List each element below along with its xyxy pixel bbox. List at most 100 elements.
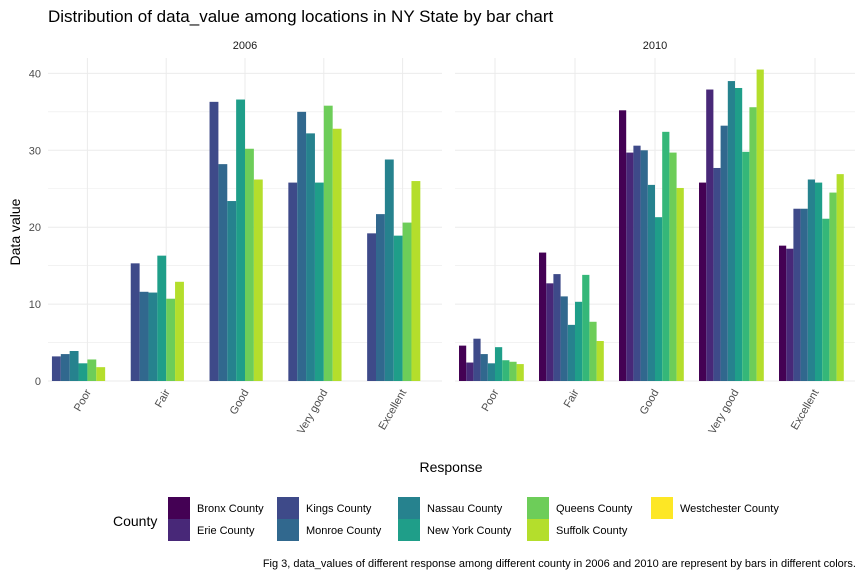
bar xyxy=(139,291,149,381)
panel-label: 2006 xyxy=(233,40,257,52)
bar xyxy=(720,125,728,382)
bar xyxy=(815,182,823,381)
bar xyxy=(148,292,158,381)
bar xyxy=(786,248,794,381)
bar xyxy=(402,222,412,381)
legend-key xyxy=(651,497,673,519)
bar xyxy=(800,208,808,381)
legend-label: Kings County xyxy=(306,503,372,515)
bar xyxy=(662,131,670,381)
bar xyxy=(384,159,394,381)
x-tick-label: Excellent xyxy=(789,388,822,433)
bar xyxy=(218,164,228,381)
x-tick-label: Good xyxy=(638,388,662,417)
bar xyxy=(306,133,315,381)
bar xyxy=(822,218,830,381)
bar xyxy=(69,351,79,381)
bar xyxy=(553,274,561,381)
bar xyxy=(647,184,655,381)
bar xyxy=(655,217,663,381)
bar xyxy=(640,150,648,381)
bar xyxy=(836,174,844,381)
bar xyxy=(323,105,333,382)
x-tick-label: Very good xyxy=(706,388,741,437)
bar xyxy=(332,128,342,381)
x-tick-label: Poor xyxy=(480,387,502,413)
legend-key xyxy=(398,497,420,519)
legend-label: New York County xyxy=(427,525,512,537)
bar xyxy=(626,152,634,381)
bar xyxy=(756,69,764,381)
bar xyxy=(473,338,481,381)
bar xyxy=(51,356,61,381)
bar xyxy=(619,110,627,382)
bar xyxy=(539,252,547,381)
legend-key xyxy=(277,497,299,519)
legend-key xyxy=(398,519,420,541)
bar xyxy=(589,321,597,381)
legend-key xyxy=(277,519,299,541)
bar xyxy=(288,182,298,381)
bar xyxy=(78,363,88,381)
bar xyxy=(87,359,97,381)
y-axis-title: Data value xyxy=(7,198,23,265)
legend-label: Queens County xyxy=(556,503,633,515)
bar xyxy=(516,364,524,381)
bar xyxy=(480,354,488,381)
bar xyxy=(376,214,385,381)
bar xyxy=(699,182,707,381)
bar xyxy=(727,81,735,381)
panel-label: 2010 xyxy=(643,40,667,52)
bar xyxy=(60,354,70,381)
y-tick-label: 10 xyxy=(29,299,41,311)
bar xyxy=(96,367,106,381)
legend-label: Westchester County xyxy=(680,503,779,515)
bar xyxy=(297,111,307,381)
bar xyxy=(487,363,495,381)
x-tick-label: Very good xyxy=(295,388,330,437)
legend-key xyxy=(527,497,549,519)
bar xyxy=(735,87,743,382)
bar xyxy=(393,235,403,381)
caption: Fig 3, data_values of different response… xyxy=(263,558,856,570)
legend-label: Nassau County xyxy=(427,503,503,515)
y-tick-label: 30 xyxy=(29,145,41,157)
bar xyxy=(706,89,714,381)
bar xyxy=(596,341,604,381)
bar xyxy=(807,179,815,381)
bar xyxy=(157,255,167,381)
y-tick-label: 0 xyxy=(35,376,41,388)
bar xyxy=(676,187,684,381)
bar xyxy=(367,233,377,381)
bar xyxy=(495,347,503,381)
bar xyxy=(209,101,219,381)
x-axis-title: Response xyxy=(419,459,482,475)
bar xyxy=(567,324,575,381)
bar xyxy=(411,181,421,381)
legend-key xyxy=(168,519,190,541)
bar xyxy=(466,362,474,381)
bar xyxy=(749,107,757,381)
bar xyxy=(502,360,510,381)
bar xyxy=(713,167,721,381)
bar xyxy=(575,301,583,381)
legend-key xyxy=(527,519,549,541)
bar xyxy=(253,179,263,381)
bar xyxy=(829,192,837,381)
panel-2006: 2006 Poor Fair Good Very good Excellent xyxy=(48,40,442,436)
y-tick-label: 20 xyxy=(29,222,41,234)
x-tick-label: Excellent xyxy=(376,388,409,433)
legend-label: Erie County xyxy=(197,525,255,537)
bar xyxy=(175,281,184,381)
bar xyxy=(779,245,787,381)
bar xyxy=(314,182,324,381)
bar xyxy=(245,148,254,381)
bar xyxy=(236,99,245,381)
bar xyxy=(130,263,140,381)
bar xyxy=(509,361,517,381)
x-tick-label: Fair xyxy=(153,387,173,410)
bar xyxy=(633,145,641,381)
bar xyxy=(582,274,590,381)
